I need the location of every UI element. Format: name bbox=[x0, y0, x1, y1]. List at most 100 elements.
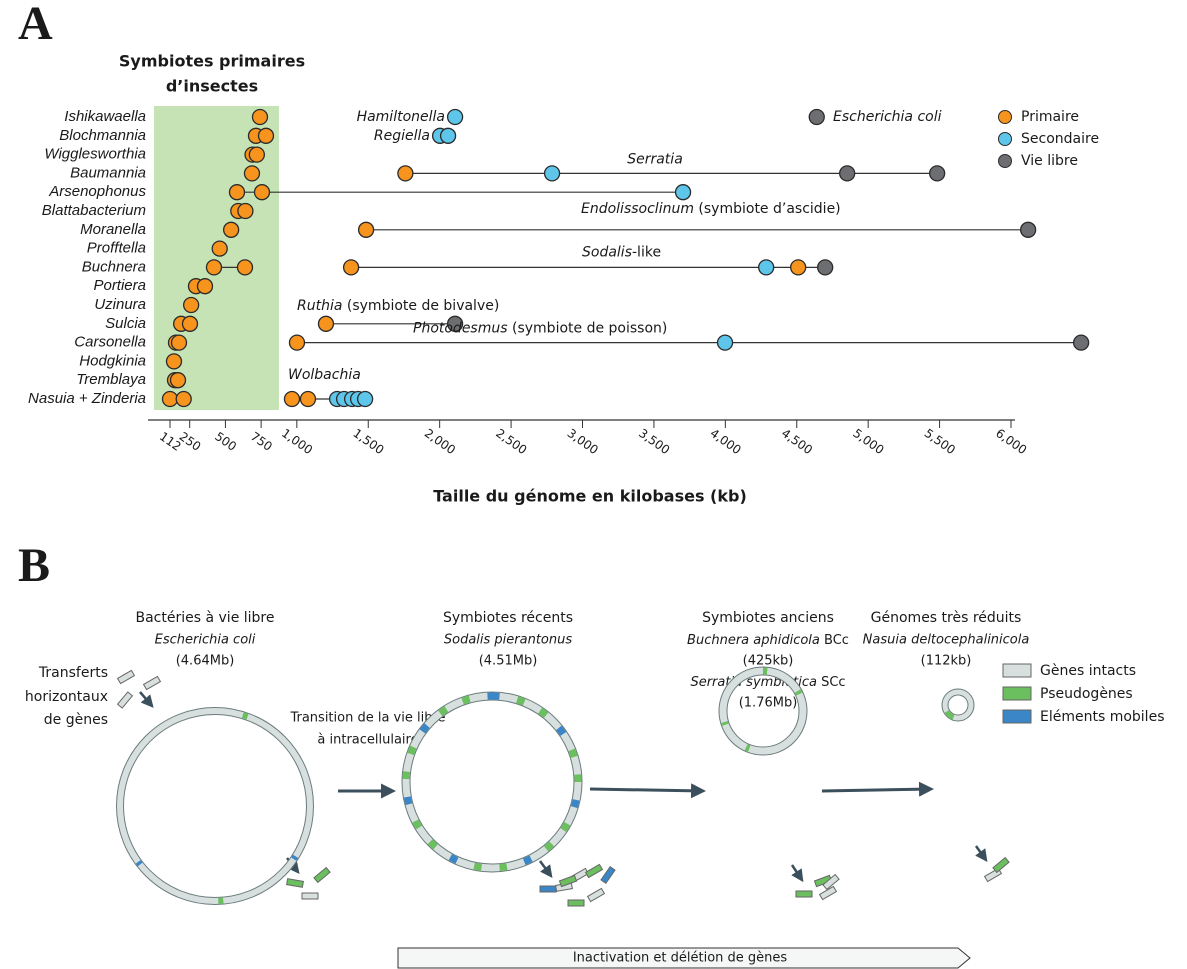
x-tick-label: 5,500 bbox=[922, 426, 958, 457]
gene-segment bbox=[438, 706, 449, 717]
genome-dot bbox=[1019, 221, 1037, 238]
gene-segment bbox=[402, 771, 411, 780]
genome-dot bbox=[397, 165, 414, 182]
group-name: Photodesmus bbox=[413, 321, 508, 337]
group-label: Photodesmus (symbiote de poisson) bbox=[413, 321, 667, 337]
genome-dot bbox=[181, 315, 199, 332]
gene-fragment bbox=[116, 691, 134, 709]
row-label: Hodgkinia bbox=[79, 352, 146, 369]
gene-segment bbox=[419, 723, 430, 734]
group-name: Regiella bbox=[374, 128, 430, 144]
group-name: Endolissoclinum bbox=[581, 201, 694, 217]
genome-dot bbox=[211, 240, 228, 257]
gene-fragment bbox=[142, 675, 162, 691]
genome-dot bbox=[196, 278, 214, 295]
gene-segment bbox=[522, 855, 533, 865]
gene-fragment bbox=[313, 866, 331, 884]
row-label: Baumannia bbox=[70, 164, 146, 181]
legend-label: Vie libre bbox=[1021, 153, 1078, 169]
group-note: -like bbox=[632, 244, 661, 260]
arrow bbox=[974, 845, 988, 863]
gene-segment bbox=[944, 710, 955, 720]
group-label: Escherichia coli bbox=[833, 109, 942, 125]
x-tick-label: 4,000 bbox=[708, 426, 744, 457]
x-tick-label: 500 bbox=[212, 429, 239, 454]
gene-segment bbox=[543, 841, 555, 852]
gene-segment bbox=[560, 821, 571, 833]
group-note: (symbiote de poisson) bbox=[508, 321, 668, 337]
row-label: Arsenophonus bbox=[48, 183, 146, 200]
group-name: Escherichia coli bbox=[833, 109, 942, 125]
genome-dot bbox=[1072, 334, 1090, 351]
gene-fragment bbox=[584, 863, 604, 879]
legend-label: Pseudogènes bbox=[1040, 686, 1133, 702]
group-label: Serratia bbox=[627, 151, 683, 167]
gene-fragment bbox=[116, 669, 136, 685]
genome-dot bbox=[205, 259, 223, 276]
group-label: Hamiltonella bbox=[357, 109, 445, 125]
genome-dot bbox=[446, 108, 464, 126]
arrow bbox=[139, 691, 154, 708]
gene-segment bbox=[556, 725, 567, 736]
species: Serratia symbiotica SCc bbox=[690, 675, 845, 690]
gene-segment bbox=[568, 748, 578, 758]
genome-dot bbox=[170, 334, 188, 351]
gene-segment bbox=[516, 696, 526, 706]
gene-segment bbox=[448, 854, 459, 864]
gene-fragment bbox=[586, 887, 606, 903]
genome-dot bbox=[839, 165, 856, 182]
row-label: Portiera bbox=[93, 277, 146, 294]
gene-fragment bbox=[567, 899, 585, 907]
legend-swatch bbox=[1002, 663, 1032, 678]
panel-label: A bbox=[18, 0, 53, 50]
stage-title: Symbiotes anciens bbox=[702, 610, 834, 626]
genome-size: (425kb) bbox=[743, 654, 794, 669]
legend-swatch bbox=[1002, 709, 1032, 724]
process-arrow bbox=[397, 947, 971, 969]
genome-dot bbox=[161, 390, 179, 408]
genome-dot bbox=[716, 334, 734, 351]
gene-fragment bbox=[301, 892, 319, 900]
genome-size: (4.64Mb) bbox=[176, 654, 235, 669]
genome-dot bbox=[446, 315, 464, 332]
row-label: Blochmannia bbox=[59, 127, 146, 144]
group-note: (symbiote d’ascidie) bbox=[694, 201, 841, 217]
row-label: Tremblaya bbox=[76, 371, 146, 388]
species: Sodalis pierantonus bbox=[444, 633, 572, 648]
legend-label: Primaire bbox=[1021, 109, 1079, 125]
gene-segment bbox=[744, 744, 751, 752]
x-tick-label: 2,000 bbox=[422, 426, 458, 457]
x-tick-label: 2,500 bbox=[493, 426, 529, 457]
gene-segment bbox=[570, 799, 580, 809]
stage-title: Génomes très réduits bbox=[871, 610, 1022, 626]
group-label: Regiella bbox=[374, 128, 430, 144]
genome-dot bbox=[182, 296, 200, 314]
group-name: Hamiltonella bbox=[357, 109, 445, 125]
row-label: Ishikawaella bbox=[64, 108, 146, 125]
genome-dot bbox=[299, 390, 317, 408]
group-label: Sodalis-like bbox=[582, 244, 661, 260]
genome-dot bbox=[929, 165, 946, 182]
gene-segment bbox=[461, 695, 471, 705]
species: Escherichia coli bbox=[155, 633, 256, 648]
note: Transferts bbox=[38, 665, 108, 681]
genome-dot bbox=[248, 146, 265, 163]
row-label: Wigglesworthia bbox=[44, 146, 146, 163]
panel-b: Transferts horizontaux de gènes Transiti… bbox=[25, 610, 1164, 969]
group-name: Ruthia bbox=[297, 298, 342, 314]
legend-label: Gènes intacts bbox=[1040, 663, 1136, 679]
legend-dot bbox=[998, 154, 1012, 168]
genome-dot bbox=[251, 108, 269, 126]
arrow bbox=[589, 783, 706, 799]
genome-size: (4.51Mb) bbox=[479, 654, 538, 669]
panel-a: Symbiotes primaires d’insectes Ishikawaell… bbox=[28, 52, 1099, 506]
arrow bbox=[790, 864, 804, 883]
arrow bbox=[538, 860, 553, 879]
legend-label: Eléments mobiles bbox=[1040, 709, 1164, 725]
row-label: Blattabacterium bbox=[42, 202, 146, 219]
x-tick-label: 6,000 bbox=[993, 426, 1029, 457]
gene-segment bbox=[241, 712, 249, 720]
row-label: Sulcia bbox=[105, 315, 146, 332]
gene-segment bbox=[135, 860, 143, 867]
